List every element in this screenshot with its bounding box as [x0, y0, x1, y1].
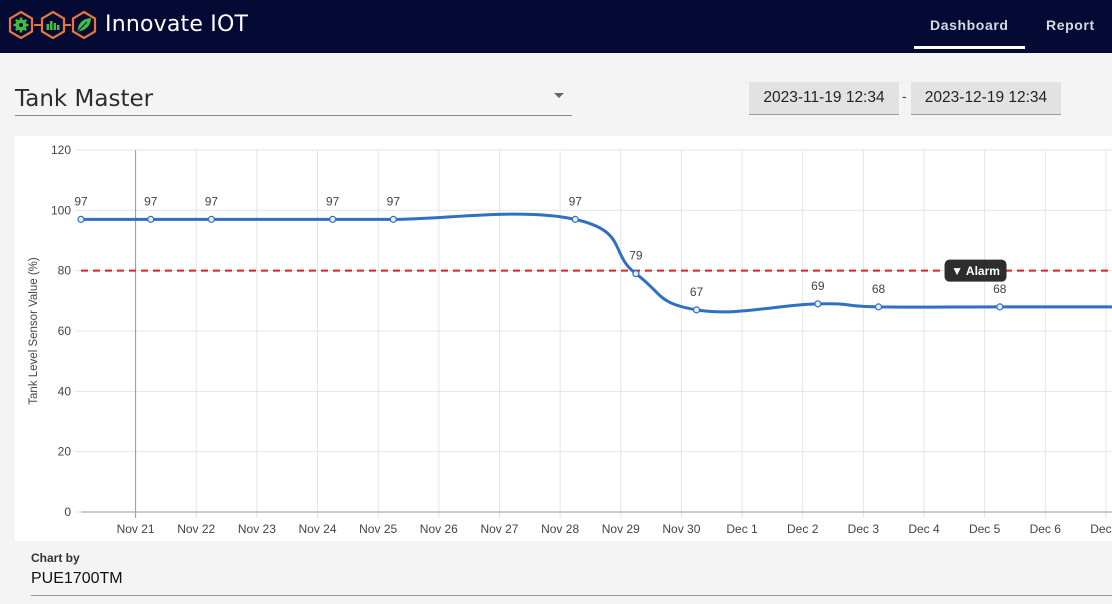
y-tick-label: 120	[51, 143, 71, 157]
x-tick-label: Dec 2	[787, 522, 819, 536]
data-label: 97	[326, 194, 340, 208]
x-tick-label: Nov 26	[420, 522, 458, 536]
chart-by-value: PUE1700TM	[31, 570, 123, 587]
data-label: 67	[690, 285, 704, 299]
x-tick-label: Nov 29	[602, 522, 640, 536]
y-tick-label: 0	[64, 505, 71, 519]
dropdown-arrow-icon[interactable]	[554, 93, 564, 98]
end-date-button[interactable]: 2023-12-19 12:34	[911, 82, 1061, 115]
data-label: 97	[205, 194, 219, 208]
x-tick-label: Dec 3	[848, 522, 880, 536]
data-label: 69	[811, 279, 825, 293]
date-range-separator: -	[902, 88, 907, 104]
data-label: 97	[569, 194, 583, 208]
data-point	[571, 215, 579, 223]
x-tick-label: Dec 5	[969, 522, 1001, 536]
x-tick-label: Nov 28	[541, 522, 579, 536]
data-point	[77, 215, 85, 223]
y-tick-label: 60	[58, 324, 72, 338]
y-tick-label: 40	[58, 384, 72, 398]
x-tick-label: Nov 30	[662, 522, 700, 536]
x-tick-label: Dec 1	[726, 522, 758, 536]
data-point	[329, 215, 337, 223]
tank-level-chart: Nov 21 Nov 22 Nov 23 Nov 24 Nov 25 Nov 26 Nov …	[28, 143, 1112, 536]
data-point	[147, 215, 155, 223]
active-tab-indicator	[914, 46, 1025, 49]
x-tick-label: Nov 27	[480, 522, 518, 536]
x-tick-label: Dec 7	[1090, 522, 1112, 536]
x-tick-label: Nov 25	[359, 522, 397, 536]
app-logo	[8, 10, 97, 40]
x-tick-label: Nov 22	[177, 522, 215, 536]
data-label: 79	[629, 249, 643, 263]
alarm-badge	[944, 259, 1007, 282]
sensor-series-line	[81, 212, 1112, 314]
data-point	[692, 306, 701, 314]
chart-by-field[interactable]: PUE1700TM	[31, 565, 1112, 596]
data-point	[207, 215, 215, 223]
data-point	[996, 303, 1004, 311]
data-label: 97	[387, 194, 401, 208]
data-point	[814, 300, 822, 308]
y-tick-label: 20	[58, 445, 72, 459]
data-point	[874, 303, 883, 311]
y-axis-label: Tank Level Sensor Value (%)	[28, 257, 40, 405]
chart-card: Nov 21 Nov 22 Nov 23 Nov 24 Nov 25 Nov 26 Nov …	[15, 136, 1112, 541]
device-select-value: Tank Master	[15, 86, 154, 112]
bar-chart-icon	[40, 10, 66, 40]
data-point	[389, 215, 397, 223]
top-app-bar: Innovate IOT Dashboard Report	[0, 0, 1112, 53]
y-tick-label: 100	[51, 203, 71, 217]
data-label: 97	[144, 194, 158, 208]
start-date-button[interactable]: 2023-11-19 12:34	[749, 82, 899, 115]
nav-tab-dashboard[interactable]: Dashboard	[930, 17, 1009, 33]
chart-by-label: Chart by	[31, 551, 80, 565]
alarm-badge-label: ▼ Alarm	[951, 264, 1000, 278]
x-tick-label: Nov 24	[299, 522, 337, 536]
nav-tab-report[interactable]: Report	[1046, 17, 1095, 33]
y-tick-label: 80	[58, 264, 72, 278]
device-select[interactable]: Tank Master	[15, 80, 572, 116]
x-tick-label: Nov 21	[117, 522, 155, 536]
data-label: 68	[872, 282, 886, 296]
data-label: 97	[74, 194, 88, 208]
gear-icon	[8, 10, 34, 40]
data-point	[632, 270, 640, 278]
data-label: 68	[993, 282, 1007, 296]
x-tick-label: Dec 6	[1030, 522, 1062, 536]
x-tick-label: Dec 4	[908, 522, 940, 536]
x-tick-label: Nov 23	[238, 522, 276, 536]
leaf-icon	[71, 10, 97, 40]
app-title: Innovate IOT	[105, 12, 249, 37]
